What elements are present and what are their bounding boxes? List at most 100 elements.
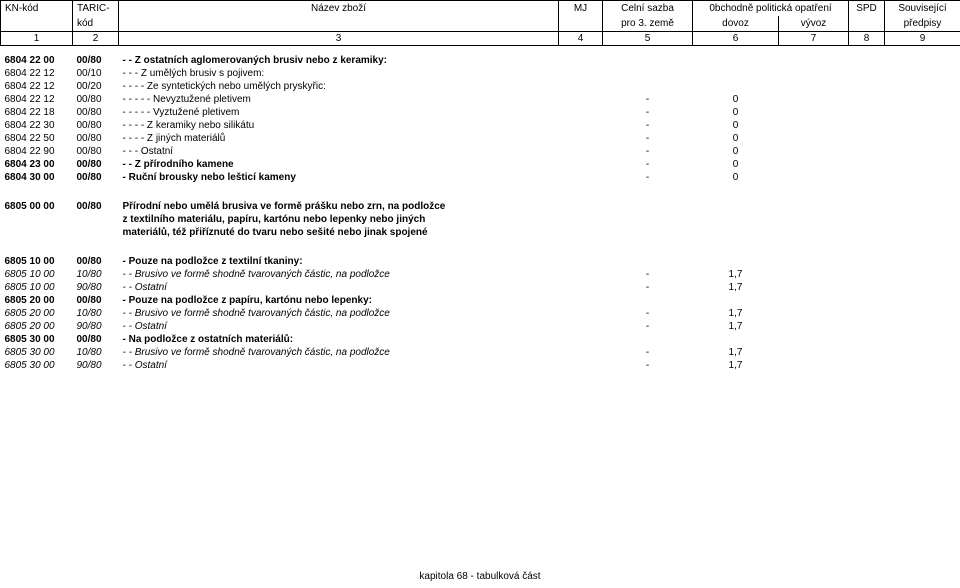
cell-desc: - - - - - Nevyztužené pletivem [119,93,559,106]
cell-dash [603,294,693,307]
cell-export [779,281,849,294]
cell-mj [559,200,603,213]
cell-value: 1,7 [693,320,779,333]
cell-spd [849,226,885,239]
hdr2-related: předpisy [885,16,960,32]
cell-value: 1,7 [693,307,779,320]
table-row: 6805 10 0010/80- - Brusivo ve formě shod… [1,268,960,281]
header-row-1: KN-kód TARIC- Název zboží MJ Celní sazba… [1,1,960,17]
cell-desc: - - - - - Vyztužené pletivem [119,106,559,119]
num-1: 1 [1,32,73,46]
cell-dash: - [603,145,693,158]
cell-taric: 00/80 [73,119,119,132]
cell-related [885,213,960,226]
hdr2-mj [559,16,603,32]
cell-export [779,213,849,226]
cell-mj [559,106,603,119]
cell-mj [559,213,603,226]
cell-related [885,106,960,119]
table-row: 6805 10 0000/80- Pouze na podložce z tex… [1,255,960,268]
rows-block-1: 6804 22 0000/80- - Z ostatních aglomerov… [1,54,960,184]
cell-export [779,132,849,145]
cell-mj [559,67,603,80]
cell-kn: 6805 10 00 [1,281,73,294]
cell-mj [559,158,603,171]
cell-spd [849,213,885,226]
hdr2-name [119,16,559,32]
cell-taric: 90/80 [73,359,119,372]
num-9: 9 [885,32,960,46]
table-row: 6804 22 3000/80- - - - Z keramiky nebo s… [1,119,960,132]
cell-taric: 10/80 [73,307,119,320]
num-2: 2 [73,32,119,46]
cell-related [885,346,960,359]
table-row: 6805 30 0000/80- Na podložce z ostatních… [1,333,960,346]
cell-desc: - - - Z umělých brusiv s pojivem: [119,67,559,80]
cell-desc: materiálů, též přiříznuté do tvaru nebo … [119,226,559,239]
cell-value: 1,7 [693,359,779,372]
cell-related [885,54,960,67]
cell-export [779,67,849,80]
cell-dash: - [603,320,693,333]
cell-related [885,145,960,158]
cell-kn: 6805 20 00 [1,294,73,307]
cell-spd [849,171,885,184]
cell-related [885,255,960,268]
cell-dash: - [603,346,693,359]
cell-taric: 00/80 [73,200,119,213]
cell-related [885,294,960,307]
cell-related [885,307,960,320]
cell-desc: - - - Ostatní [119,145,559,158]
cell-dash [603,200,693,213]
cell-export [779,268,849,281]
cell-kn: 6805 10 00 [1,255,73,268]
hdr-related: Související [885,1,960,17]
cell-spd [849,200,885,213]
cell-spd [849,294,885,307]
cell-kn: 6804 22 12 [1,67,73,80]
cell-mj [559,346,603,359]
cell-taric: 00/80 [73,158,119,171]
cell-related [885,132,960,145]
cell-value [693,67,779,80]
cell-spd [849,307,885,320]
cell-related [885,320,960,333]
cell-kn: 6804 22 12 [1,93,73,106]
cell-dash: - [603,106,693,119]
table-row: 6804 22 0000/80- - Z ostatních aglomerov… [1,54,960,67]
cell-mj [559,307,603,320]
cell-desc: - - Brusivo ve formě shodně tvarovaných … [119,346,559,359]
hdr2-taric: kód [73,16,119,32]
cell-spd [849,54,885,67]
cell-dash: - [603,281,693,294]
cell-related [885,200,960,213]
cell-taric: 00/80 [73,171,119,184]
cell-dash [603,255,693,268]
cell-mj [559,255,603,268]
cell-kn: 6804 30 00 [1,171,73,184]
cell-value [693,294,779,307]
cell-kn: 6804 22 50 [1,132,73,145]
cell-value: 1,7 [693,346,779,359]
cell-kn: 6804 22 00 [1,54,73,67]
table-row: 6804 22 5000/80- - - - Z jiných materiál… [1,132,960,145]
cell-export [779,119,849,132]
cell-spd [849,80,885,93]
cell-mj [559,268,603,281]
cell-spd [849,268,885,281]
cell-export [779,158,849,171]
cell-spd [849,93,885,106]
table-row: 6805 30 0090/80- - Ostatní-1,7 [1,359,960,372]
cell-value: 1,7 [693,281,779,294]
cell-spd [849,106,885,119]
cell-spd [849,132,885,145]
cell-export [779,93,849,106]
num-4: 4 [559,32,603,46]
rows-block-2: 6805 00 0000/80Přírodní nebo umělá brusi… [1,200,960,239]
cell-taric: 00/80 [73,93,119,106]
cell-spd [849,281,885,294]
cell-dash: - [603,171,693,184]
table-row: 6804 22 1200/20- - - - Ze syntetických n… [1,80,960,93]
cell-kn: 6805 30 00 [1,359,73,372]
hdr-trade: 0bchodně politická opatření [693,1,849,17]
